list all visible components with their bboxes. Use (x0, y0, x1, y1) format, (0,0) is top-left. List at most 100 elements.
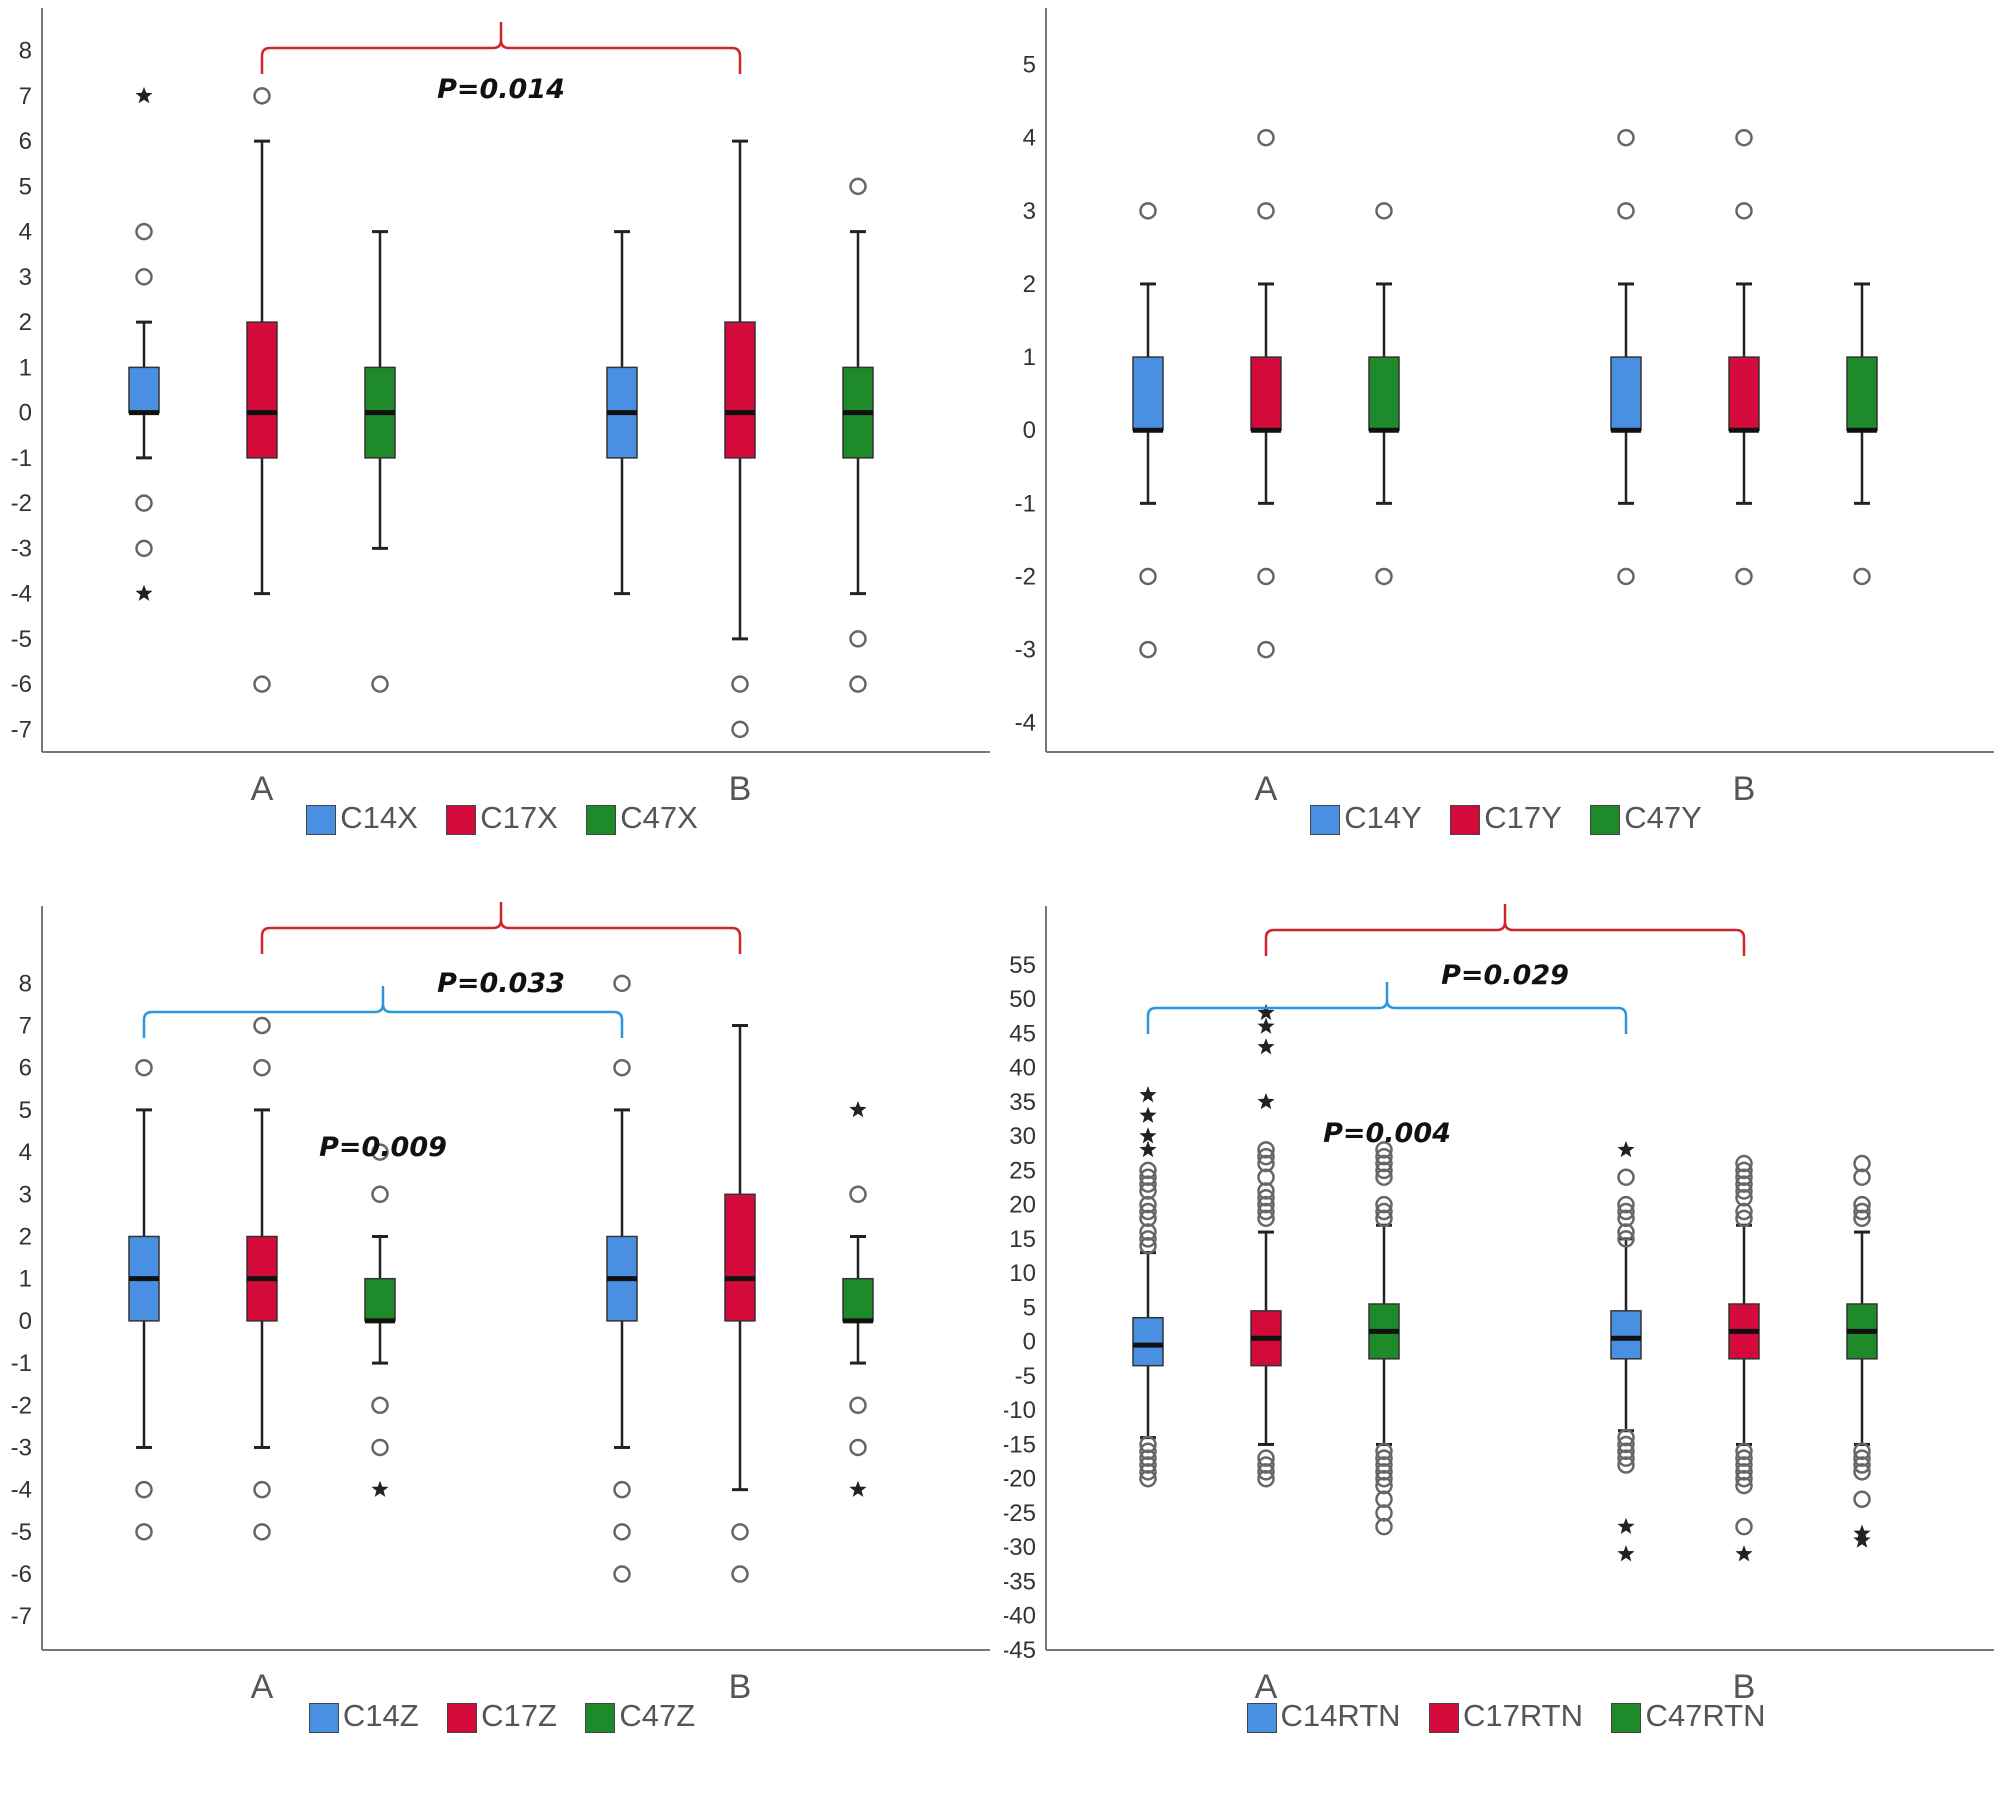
outlier-point-c47rtn (1375, 1456, 1393, 1474)
y-tick-label: 50 (1009, 986, 1036, 1013)
x-category-label: B (1733, 770, 1756, 808)
outlier-point-c17y (1257, 202, 1275, 220)
y-tick-label: 2 (19, 1223, 32, 1250)
box-c47y (1846, 356, 1878, 431)
p-value-label: P=0.033 (437, 968, 565, 999)
outlier-point-c14z (135, 1523, 153, 1541)
outlier-point-c14y (1617, 567, 1635, 586)
outlier-point-c47rtn (1375, 1209, 1393, 1228)
outlier-point-c17y (1257, 128, 1275, 147)
outlier-point-c14rtn (1139, 1195, 1157, 1214)
outlier-point-c47rtn (1853, 1168, 1871, 1186)
outlier-point-c14x (135, 494, 153, 512)
legend-swatch-blue (1246, 1702, 1277, 1733)
outlier-point-c17rtn (1735, 1202, 1753, 1221)
outlier-point-c17rtn (1257, 1463, 1275, 1481)
outlier-point-c47y (1853, 567, 1871, 586)
y-tick-label: 20 (1009, 1192, 1036, 1219)
y-tick-label: -6 (11, 1561, 32, 1588)
box-c17z (724, 1193, 756, 1322)
outlier-point-c14rtn (1139, 1168, 1157, 1186)
box-c47z (364, 1277, 396, 1322)
outlier-point-c47z (371, 1143, 389, 1161)
outlier-point-c17rtn (1735, 1161, 1753, 1180)
outlier-point-c47rtn (1375, 1517, 1393, 1536)
outlier-point-c47z (849, 1438, 867, 1457)
outlier-point-c14rtn (1617, 1209, 1635, 1228)
p-value-label: P=0.009 (319, 1132, 447, 1163)
outlier-point-c47rtn (1375, 1449, 1393, 1467)
legend-swatch-blue (306, 804, 337, 835)
y-tick-label: 0 (1023, 417, 1036, 444)
y-tick-label: 40 (1009, 1055, 1036, 1082)
outlier-point-c14rtn (1617, 1195, 1635, 1214)
legend-swatch-red (1428, 1702, 1459, 1733)
y-tick-label: 30 (1009, 1123, 1036, 1150)
p-value-label: P=0.014 (437, 74, 565, 105)
extreme-point-c17rtn (1257, 1017, 1275, 1034)
outlier-point-c14rtn (1139, 1161, 1157, 1180)
p-value-label: P=0.004 (1323, 1118, 1451, 1149)
outlier-point-c47rtn (1375, 1490, 1393, 1509)
y-tick-label: 6 (19, 1055, 32, 1082)
y-tick-label: -3 (1015, 637, 1036, 664)
y-tick-label: 8 (19, 970, 32, 997)
outlier-point-c14rtn (1617, 1223, 1635, 1241)
legend: C14RTN C17RTN C47RTN (1004, 1698, 2008, 1734)
outlier-point-c17rtn (1735, 1168, 1753, 1186)
legend-item-c14y: C14Y (1310, 800, 1422, 836)
outlier-point-c47rtn (1853, 1195, 1871, 1214)
panel-y-displacement: -4 -3 -2 -1 0 1 2 3 4 5 A B C14Y C17Y C47Y (1004, 0, 2008, 898)
outlier-point-c47rtn (1375, 1469, 1393, 1488)
y-tick-label: -1 (11, 445, 32, 472)
y-tick-label: -2 (11, 490, 32, 517)
box-c17y (1250, 356, 1282, 431)
chart-canvas: -45 -40 -35 -30 -25 -20 -15 -10 -5 0 5 10 15 20 25 30 35… (1004, 904, 1994, 1706)
outlier-point-c14rtn (1617, 1202, 1635, 1221)
y-tick-label: -5 (1015, 1363, 1036, 1390)
y-tick-label: 4 (19, 1139, 32, 1166)
y-tick-label: -4 (11, 581, 32, 608)
legend-item-c17x: C17X (446, 800, 558, 836)
y-tick-label: 0 (19, 1308, 32, 1335)
extreme-point-c47z (371, 1480, 389, 1497)
chart-canvas: -7 -6 -5 -4 -3 -2 -1 0 1 2 3 4 5 6 7 8 A B P=0.033 P=0.009 (11, 902, 990, 1706)
y-tick-label: 15 (1009, 1226, 1036, 1253)
outlier-point-c14z (135, 1058, 153, 1077)
box-c17y (1728, 356, 1760, 431)
legend-label: C47Y (1624, 800, 1702, 835)
x-category-label: A (251, 1668, 274, 1706)
outlier-point-c14z (613, 1480, 631, 1499)
outlier-point-c47rtn (1853, 1442, 1871, 1461)
outlier-point-c17x (731, 675, 749, 693)
outlier-point-c14rtn (1139, 1456, 1157, 1474)
legend-item-c47x: C47X (586, 800, 698, 836)
outlier-point-c17y (1257, 640, 1275, 659)
y-tick-label: 2 (19, 309, 32, 336)
legend-label: C14X (340, 800, 418, 835)
y-tick-label: 2 (1023, 271, 1036, 298)
outlier-point-c17rtn (1735, 1154, 1753, 1173)
extreme-point-c14rtn (1139, 1086, 1157, 1103)
y-tick-label: -25 (1004, 1500, 1036, 1527)
legend-swatch-green (1590, 804, 1621, 835)
extreme-point-c14x (135, 584, 153, 601)
y-tick-label: -10 (1004, 1397, 1036, 1424)
outlier-point-c14rtn (1617, 1442, 1635, 1461)
outlier-point-c14z (613, 1523, 631, 1541)
outlier-point-c47z (371, 1396, 389, 1415)
outlier-point-c17rtn (1735, 1189, 1753, 1207)
outlier-point-c17rtn (1257, 1209, 1275, 1228)
legend-item-c17rtn: C17RTN (1428, 1698, 1583, 1734)
legend-swatch-red (1450, 804, 1481, 835)
legend-label: C47X (620, 800, 698, 835)
outlier-point-c14rtn (1139, 1449, 1157, 1467)
outlier-point-c17x (253, 87, 271, 105)
outlier-point-c47rtn (1853, 1463, 1871, 1481)
outlier-point-c47rtn (1375, 1168, 1393, 1186)
extreme-point-c14rtn (1139, 1140, 1157, 1158)
legend-label: C17Y (1484, 800, 1562, 835)
x-category-label: B (729, 770, 752, 808)
outlier-point-c17rtn (1257, 1182, 1275, 1200)
legend-label: C14Z (342, 1698, 419, 1733)
